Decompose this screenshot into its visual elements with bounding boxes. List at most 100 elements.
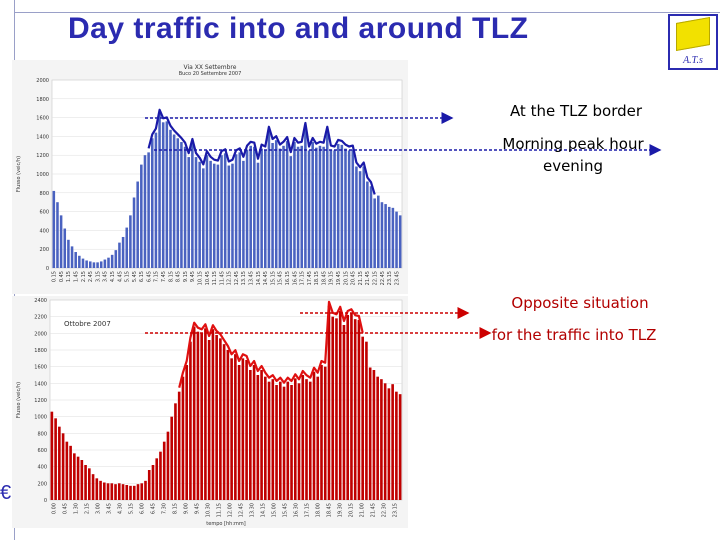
- bar: [245, 360, 248, 500]
- bar: [194, 157, 198, 268]
- bar: [165, 121, 169, 268]
- bar: [368, 367, 372, 500]
- bar: [249, 370, 252, 500]
- y-tick-label: 800: [39, 191, 49, 197]
- bar: [315, 147, 318, 268]
- x-tick-label: 2.15: [81, 271, 87, 282]
- y-tick-label: 600: [39, 210, 49, 216]
- bar: [271, 142, 274, 268]
- bar: [65, 441, 69, 500]
- bar: [227, 165, 231, 268]
- y-tick-label: 1000: [34, 415, 47, 421]
- y-tick-label: 1800: [36, 97, 49, 103]
- x-tick-label: 3.45: [107, 503, 113, 514]
- bar: [216, 164, 220, 268]
- y-tick-label: 1400: [34, 381, 47, 387]
- bar: [357, 320, 361, 500]
- bar: [205, 155, 209, 268]
- bar: [231, 163, 234, 268]
- x-tick-label: 4.45: [117, 271, 123, 282]
- x-tick-label: 19.30: [338, 503, 344, 517]
- x-tick-label: 13.15: [241, 271, 247, 285]
- bar: [212, 163, 216, 268]
- bar: [59, 215, 63, 268]
- y-tick-label: 1200: [34, 398, 47, 404]
- bar: [102, 482, 106, 500]
- bar: [353, 319, 357, 500]
- x-tick-label: 21.45: [371, 503, 377, 517]
- bar: [106, 483, 110, 500]
- label-opposite: Opposite situation: [511, 294, 649, 312]
- x-tick-label: 11.45: [219, 271, 225, 285]
- x-tick-label: 16.30: [294, 503, 300, 517]
- bar: [176, 138, 180, 268]
- bar: [237, 365, 241, 500]
- x-tick-label: 8.45: [176, 271, 182, 282]
- bar: [110, 483, 114, 500]
- bar: [136, 484, 140, 500]
- x-tick-label: 15.45: [283, 503, 289, 517]
- bar: [67, 239, 70, 268]
- bar: [147, 470, 151, 500]
- bar: [293, 378, 297, 500]
- bar: [129, 485, 132, 500]
- bar: [200, 333, 203, 500]
- x-tick-label: 20.15: [343, 271, 349, 285]
- bar: [162, 441, 166, 500]
- bar: [271, 379, 275, 500]
- bar: [335, 318, 338, 500]
- bar: [70, 246, 74, 268]
- x-tick-label: 19.15: [329, 271, 335, 285]
- bar: [249, 145, 252, 268]
- bar: [282, 386, 286, 500]
- bar: [202, 168, 205, 268]
- bar: [286, 381, 290, 500]
- slide-title: Day traffic into and around TLZ: [68, 12, 529, 45]
- bar: [230, 358, 233, 500]
- bar: [366, 181, 369, 268]
- bar: [125, 485, 129, 500]
- bar: [365, 341, 368, 500]
- bar: [245, 149, 249, 268]
- bar: [155, 458, 159, 500]
- label-peak-line1: Morning peak hour: [502, 135, 644, 153]
- x-tick-label: 11.15: [212, 271, 218, 285]
- y-tick-label: 0: [46, 266, 49, 272]
- bar: [143, 155, 147, 268]
- x-tick-label: 21.15: [358, 271, 364, 285]
- bar: [219, 338, 222, 500]
- emphasis-curve-border: [147, 108, 376, 195]
- bar: [253, 146, 256, 268]
- slide-frame-right: [660, 12, 720, 13]
- bar: [96, 262, 99, 268]
- x-tick-label: 9.00: [184, 503, 190, 514]
- bar: [136, 181, 139, 268]
- bar: [241, 358, 245, 500]
- bar: [52, 190, 56, 268]
- chart-title: Ottobre 2007: [64, 320, 111, 328]
- bar: [189, 341, 192, 500]
- x-tick-label: 3.15: [95, 271, 101, 282]
- bar: [267, 130, 271, 268]
- bar: [129, 215, 132, 268]
- x-tick-label: 13.45: [249, 271, 255, 285]
- x-tick-label: 14.15: [261, 503, 267, 517]
- chart-border-traffic-svg: 0 200 400 600 800 1000 1200 1400 1600 1800 2000 0.1…: [16, 64, 403, 285]
- bar: [274, 140, 278, 268]
- bar: [107, 257, 110, 268]
- bar: [300, 145, 304, 268]
- bar: [252, 365, 256, 500]
- bar: [391, 384, 394, 500]
- bar: [63, 228, 67, 268]
- bar: [285, 141, 289, 268]
- bar: [318, 145, 322, 268]
- bar: [305, 379, 308, 500]
- bar: [151, 465, 155, 500]
- bar: [395, 391, 398, 500]
- bar: [327, 305, 331, 500]
- bar: [114, 484, 117, 500]
- bar: [275, 385, 278, 500]
- bar: [85, 260, 88, 268]
- bar: [242, 160, 245, 268]
- bar: [256, 162, 260, 268]
